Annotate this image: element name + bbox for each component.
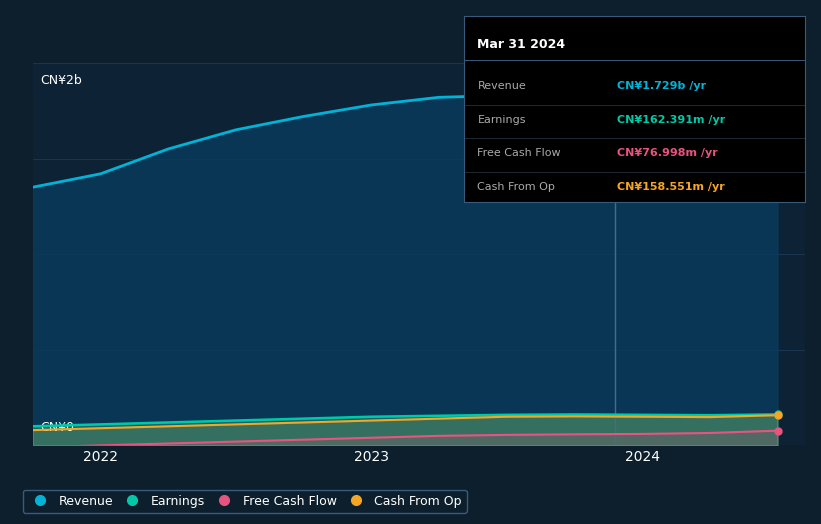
Text: CN¥1.729b /yr: CN¥1.729b /yr <box>617 81 706 91</box>
Text: Mar 31 2024: Mar 31 2024 <box>478 38 566 51</box>
Text: CN¥162.391m /yr: CN¥162.391m /yr <box>617 115 726 125</box>
Text: Revenue: Revenue <box>478 81 526 91</box>
Legend: Revenue, Earnings, Free Cash Flow, Cash From Op: Revenue, Earnings, Free Cash Flow, Cash … <box>23 489 467 512</box>
Text: CN¥76.998m /yr: CN¥76.998m /yr <box>617 148 718 158</box>
Text: CN¥2b: CN¥2b <box>40 74 82 88</box>
Text: Cash From Op: Cash From Op <box>478 182 555 192</box>
Text: Past: Past <box>771 74 797 88</box>
Text: CN¥158.551m /yr: CN¥158.551m /yr <box>617 182 725 192</box>
Text: Earnings: Earnings <box>478 115 526 125</box>
Text: Free Cash Flow: Free Cash Flow <box>478 148 561 158</box>
Text: CN¥0: CN¥0 <box>40 421 75 434</box>
